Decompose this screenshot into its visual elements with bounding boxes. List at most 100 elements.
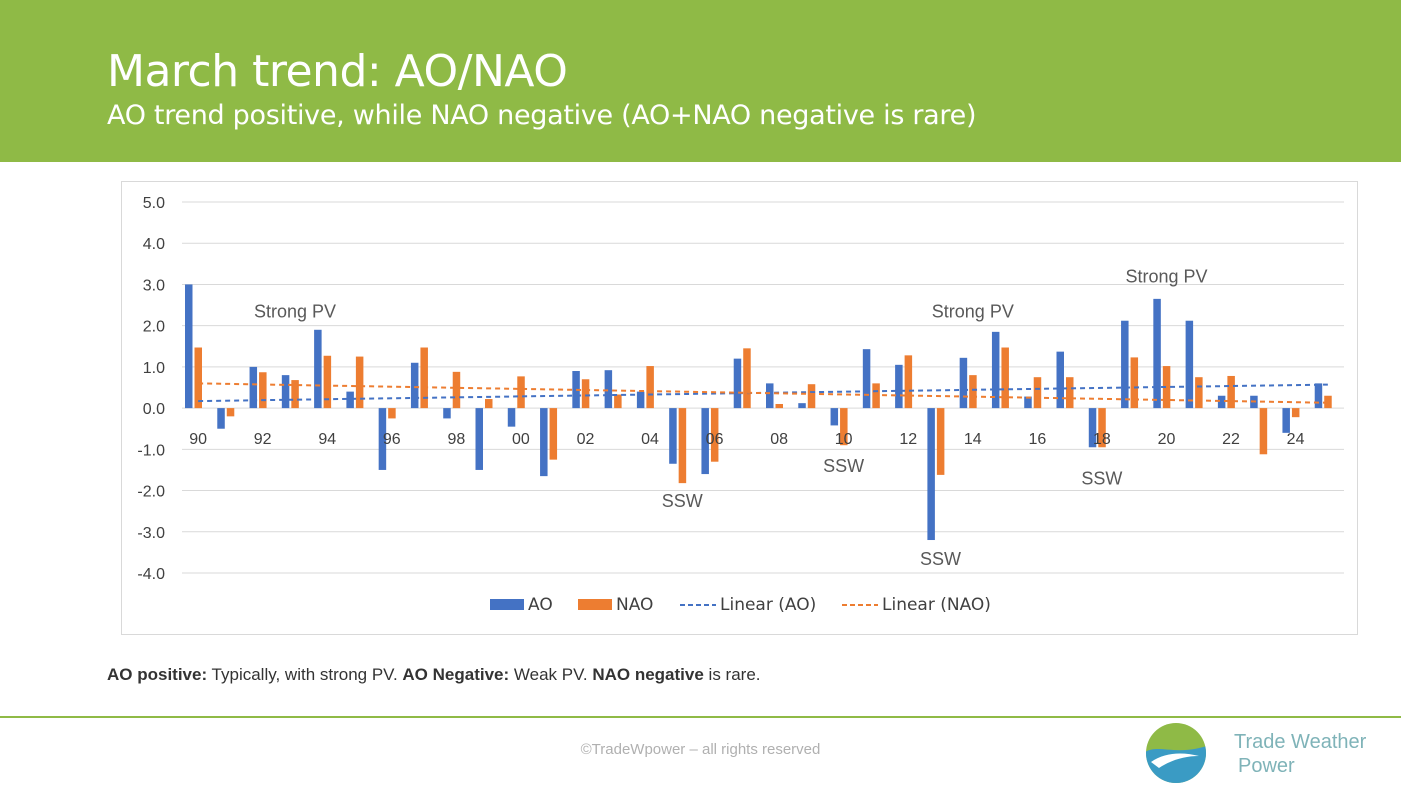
nao-bar bbox=[1324, 395, 1332, 409]
nao-bar bbox=[743, 348, 751, 409]
nao-bar bbox=[291, 380, 299, 409]
ao-bar bbox=[1056, 351, 1064, 409]
nao-bar bbox=[614, 394, 622, 409]
copyright-notice: ©TradeWpower – all rights reserved bbox=[580, 741, 821, 758]
nao-bar bbox=[807, 384, 816, 409]
nao-bar bbox=[678, 408, 687, 484]
y-tick-label: 0.0 bbox=[143, 401, 165, 418]
ssw-annotation: SSW bbox=[662, 491, 703, 511]
ao-bar bbox=[895, 364, 903, 409]
ao-bar bbox=[410, 362, 419, 409]
legend-ao-swatch bbox=[490, 599, 524, 610]
ao-bar bbox=[185, 284, 193, 409]
x-tick-label: 92 bbox=[254, 431, 272, 448]
legend-nao-label: NAO bbox=[616, 595, 653, 615]
page-title: March trend: AO/NAO bbox=[107, 46, 568, 97]
title-banner: March trend: AO/NAO AO trend positive, w… bbox=[0, 0, 1401, 162]
nao-bar bbox=[840, 408, 848, 446]
x-tick-label: 10 bbox=[835, 431, 853, 448]
x-tick-label: 96 bbox=[383, 431, 401, 448]
logo-line-2: Power bbox=[1238, 755, 1295, 777]
nao-bar bbox=[1001, 347, 1009, 409]
chart-frame: 5.0 4.0 3.0 2.0 1.0 0.0 -1.0 -2.0 -3.0 -4.0 90 92 94… bbox=[121, 181, 1358, 635]
nao-bar bbox=[1162, 366, 1171, 409]
nao-bar bbox=[517, 376, 525, 409]
caption-ao-negative: AO Negative: bbox=[402, 665, 510, 684]
ao-bar bbox=[572, 371, 580, 409]
x-tick-label: 14 bbox=[964, 431, 982, 448]
footer-divider bbox=[0, 716, 1401, 718]
ao-bar bbox=[1185, 320, 1194, 409]
ao-bar bbox=[669, 408, 677, 464]
nao-bar bbox=[710, 408, 719, 462]
ao-bar bbox=[636, 391, 645, 409]
nao-bar bbox=[775, 403, 783, 409]
nao-bar bbox=[1033, 377, 1042, 409]
legend-nao-swatch bbox=[578, 599, 612, 610]
trade-weather-power-logo-icon bbox=[1146, 723, 1206, 783]
x-tick-label: 12 bbox=[899, 431, 917, 448]
ao-nao-bar-chart: 5.0 4.0 3.0 2.0 1.0 0.0 -1.0 -2.0 -3.0 -4.0 90 92 94… bbox=[137, 195, 1344, 615]
nao-bar bbox=[549, 408, 558, 460]
x-tick-label: 94 bbox=[318, 431, 336, 448]
ao-bar bbox=[701, 408, 709, 475]
ao-bar bbox=[281, 375, 290, 409]
x-tick-label: 20 bbox=[1158, 431, 1176, 448]
x-tick-label: 16 bbox=[1028, 431, 1046, 448]
logo-line-1: Trade Weather bbox=[1234, 731, 1367, 753]
legend-linear-ao-label: Linear (AO) bbox=[720, 595, 816, 615]
nao-bar bbox=[485, 399, 493, 409]
x-tick-label: 22 bbox=[1222, 431, 1240, 448]
ao-bar bbox=[733, 358, 742, 409]
caption-text-1: Typically, with strong PV. bbox=[207, 665, 403, 684]
y-tick-label: 5.0 bbox=[143, 195, 165, 212]
ao-bar bbox=[1217, 395, 1226, 409]
legend-linear-nao-label: Linear (NAO) bbox=[882, 595, 991, 615]
x-tick-label: 04 bbox=[641, 431, 659, 448]
ao-bar bbox=[766, 383, 774, 409]
strong-pv-annotation: Strong PV bbox=[932, 301, 1014, 321]
x-tick-label: 98 bbox=[447, 431, 465, 448]
ao-bar bbox=[830, 408, 839, 426]
ssw-annotation: SSW bbox=[823, 456, 864, 476]
x-tick-label: 02 bbox=[577, 431, 595, 448]
ao-bar bbox=[1024, 396, 1032, 409]
nao-bar bbox=[1130, 357, 1139, 409]
nao-bar bbox=[581, 379, 590, 409]
ao-bar bbox=[1153, 298, 1161, 409]
caption-nao-negative: NAO negative bbox=[592, 665, 704, 684]
x-tick-label: 18 bbox=[1093, 431, 1111, 448]
chart-caption: AO positive: Typically, with strong PV. … bbox=[107, 665, 761, 685]
ao-bar bbox=[1121, 320, 1129, 409]
nao-bar bbox=[355, 356, 364, 409]
strong-pv-annotation: Strong PV bbox=[254, 301, 336, 321]
nao-bar bbox=[969, 375, 977, 409]
ao-bar bbox=[249, 366, 258, 409]
nao-bar bbox=[1195, 377, 1203, 409]
nao-bar bbox=[388, 408, 396, 419]
nao-bar bbox=[1291, 408, 1300, 418]
nao-bar bbox=[1227, 375, 1235, 409]
logo-wordmark: Trade Weather Power bbox=[1234, 730, 1366, 778]
x-tick-label: 08 bbox=[770, 431, 788, 448]
page-subtitle: AO trend positive, while NAO negative (A… bbox=[107, 100, 977, 131]
strong-pv-annotation: Strong PV bbox=[1125, 266, 1207, 286]
ao-bar bbox=[927, 408, 935, 541]
y-tick-label: 2.0 bbox=[143, 319, 165, 336]
ao-bar bbox=[862, 349, 871, 409]
y-tick-label: -1.0 bbox=[137, 442, 165, 459]
ao-bar bbox=[507, 408, 516, 427]
ao-bar bbox=[378, 408, 387, 470]
x-tick-label: 06 bbox=[706, 431, 724, 448]
ao-bar bbox=[1314, 383, 1323, 409]
ao-bar bbox=[443, 408, 451, 419]
ao-bar bbox=[475, 408, 483, 470]
ao-bar bbox=[314, 329, 322, 409]
ao-bar bbox=[798, 403, 806, 409]
legend-ao-label: AO bbox=[528, 595, 553, 615]
y-tick-label: -4.0 bbox=[137, 566, 165, 583]
nao-bar bbox=[420, 347, 428, 409]
ao-bar bbox=[991, 331, 1000, 409]
ao-bar bbox=[217, 408, 225, 429]
ao-bar bbox=[346, 391, 354, 409]
